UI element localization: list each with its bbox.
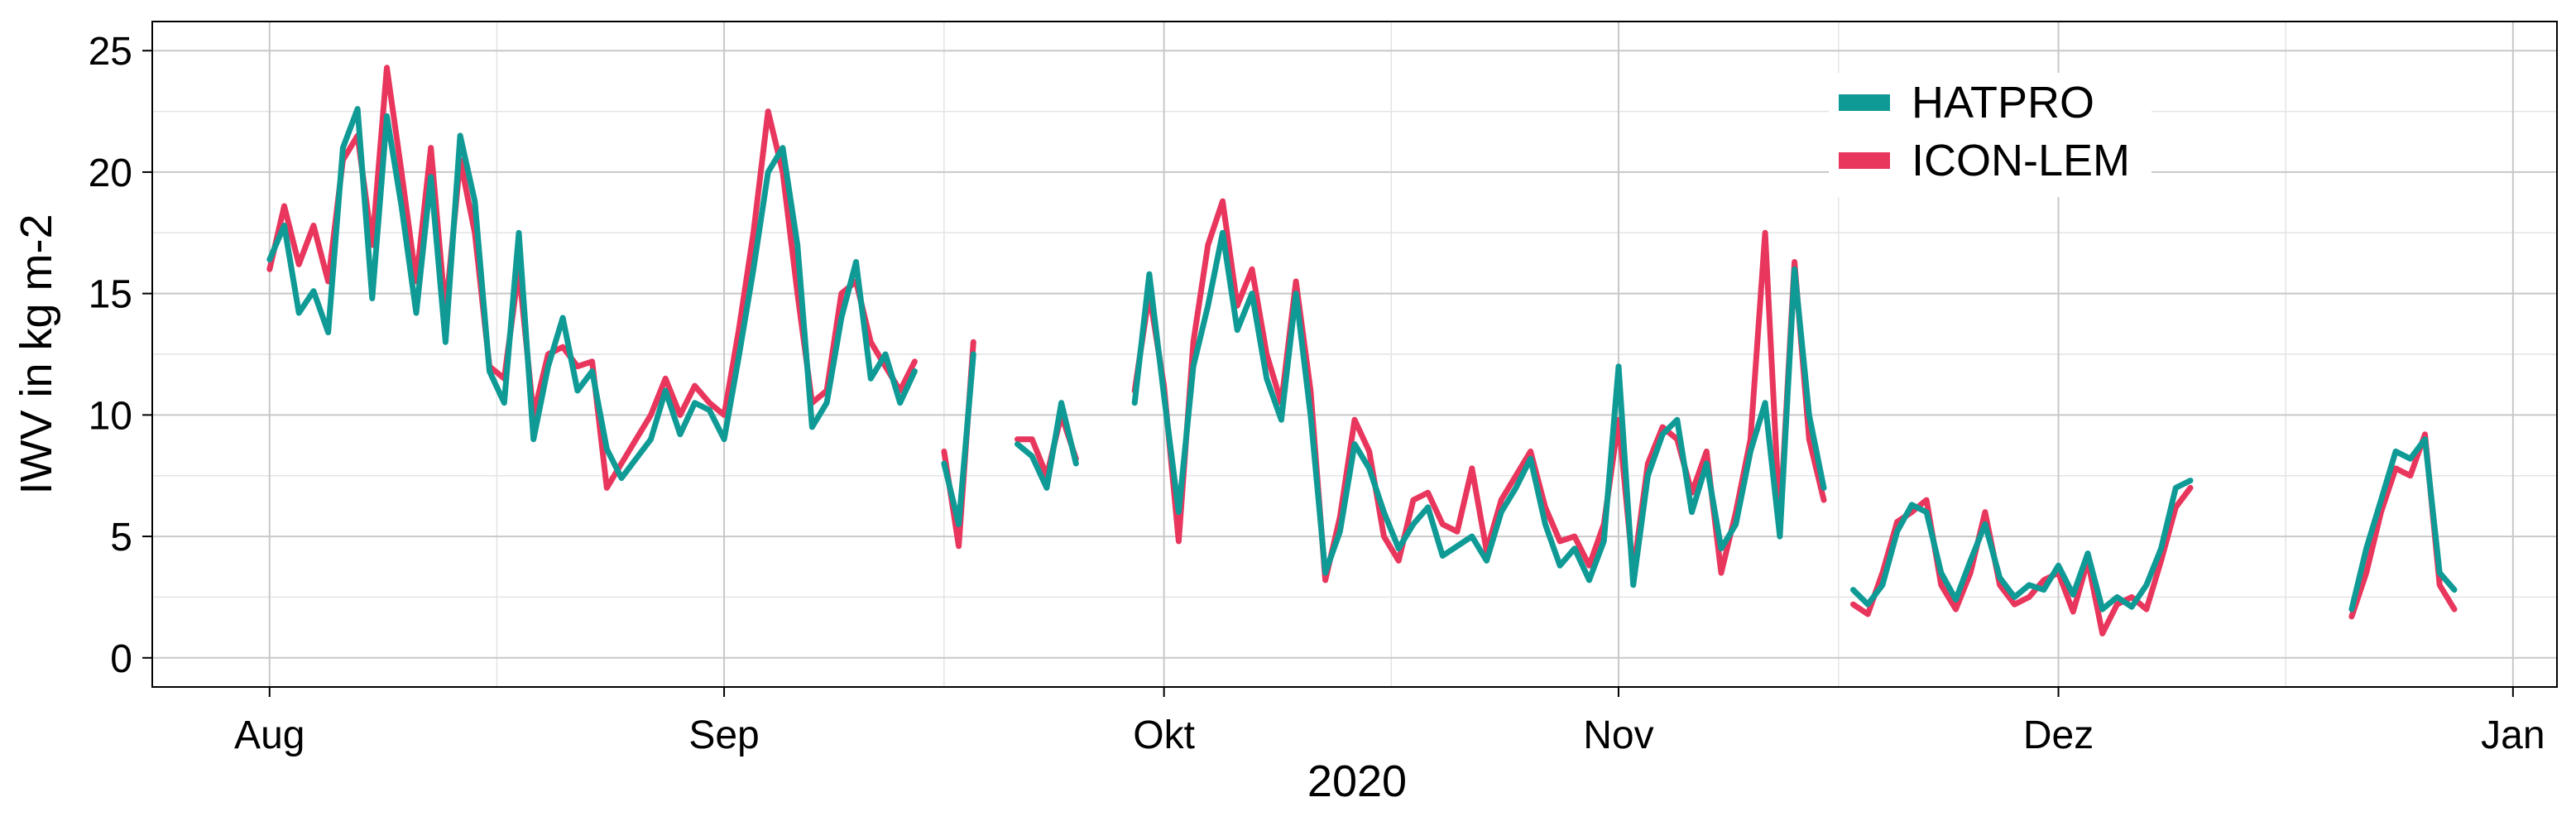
series-line-hatpro <box>2348 436 2458 612</box>
legend-swatch-icon-lem <box>1839 152 1890 169</box>
x-tick-label-jan: Jan <box>2481 713 2545 757</box>
legend-item-hatpro: HATPRO <box>1839 78 2094 127</box>
x-axis-title: 2020 <box>1307 757 1407 806</box>
y-tick-label: 5 <box>110 516 132 560</box>
legend-label-hatpro: HATPRO <box>1912 78 2094 127</box>
x-tick-label-nov: Nov <box>1583 713 1653 757</box>
x-tick-label-dez: Dez <box>2023 713 2094 757</box>
series-line-hatpro <box>1015 400 1079 491</box>
series-line-hatpro <box>941 351 976 527</box>
y-tick-label: 20 <box>89 151 132 195</box>
series-line-hatpro <box>1850 478 2194 612</box>
series-line-hatpro <box>1131 229 1827 588</box>
legend-item-icon-lem: ICON-LEM <box>1839 136 2130 185</box>
grid <box>152 22 2557 687</box>
y-tick-label: 10 <box>89 394 132 438</box>
plot-frame <box>151 21 2558 688</box>
y-tick-label: 0 <box>110 637 132 681</box>
x-tick-label-okt: Okt <box>1133 713 1195 757</box>
series-line-hatpro <box>266 106 918 482</box>
legend-background <box>1829 73 2151 197</box>
series-hatpro <box>266 106 2458 612</box>
x-tick-label-sep: Sep <box>688 713 759 757</box>
legend: HATPRO ICON-LEM <box>1829 73 2151 197</box>
legend-label-icon-lem: ICON-LEM <box>1912 136 2130 185</box>
x-tick-label-aug: Aug <box>234 713 305 757</box>
series-layer <box>266 65 2458 636</box>
y-tick-label: 15 <box>89 273 132 317</box>
axes: 0 5 10 15 20 25 Aug Sep Okt Nov Dez Jan <box>89 30 2545 757</box>
y-tick-label: 25 <box>89 30 132 74</box>
y-axis-title: IWV in kg m-2 <box>12 214 61 494</box>
legend-swatch-hatpro <box>1839 94 1890 111</box>
